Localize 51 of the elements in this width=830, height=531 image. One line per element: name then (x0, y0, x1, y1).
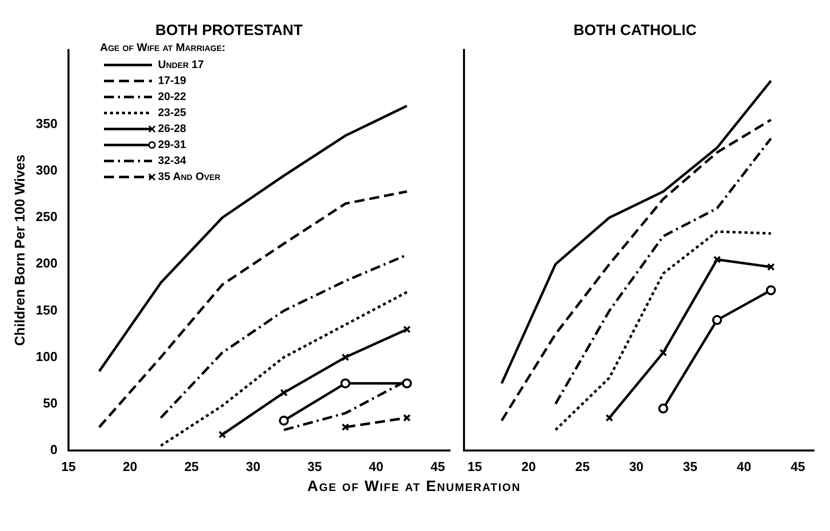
y-tick-label: 0 (50, 442, 58, 457)
chart-title: BOTH PROTESTANT (155, 22, 303, 40)
legend-label: 20-22 (158, 91, 186, 103)
x-tick-label: 15 (468, 458, 482, 474)
legend-title: Age of Wife at Marriage: (100, 42, 226, 54)
point (606, 414, 614, 422)
x-axis-title: Age of Wife at Enumeration (306, 478, 522, 495)
point (403, 414, 411, 422)
y-tick-label: 200 (36, 256, 58, 271)
x-tick-label: 35 (307, 458, 322, 474)
chart-title: BOTH CATHOLIC (573, 22, 697, 40)
x-tick-label: 40 (368, 458, 384, 474)
point (658, 404, 668, 414)
y-tick-label: 50 (43, 395, 58, 410)
point (766, 285, 776, 296)
x-tick-label: 40 (736, 458, 752, 474)
x-tick-label: 45 (430, 458, 445, 474)
x-tick-label: 20 (521, 458, 536, 474)
x-tick-label: 20 (122, 458, 138, 474)
x-tick-label: 15 (61, 458, 76, 474)
point (712, 315, 722, 326)
y-tick-label: 350 (36, 116, 58, 132)
legend-label: 32-34 (158, 155, 186, 167)
x-tick-label: 25 (184, 458, 199, 474)
legend-label: 26-28 (158, 123, 186, 135)
point (402, 378, 412, 388)
y-tick-label: 250 (36, 209, 58, 224)
legend-label: Under 17 (158, 59, 204, 71)
point (342, 353, 350, 362)
point (340, 378, 350, 388)
y-tick-label: 300 (36, 162, 58, 178)
legend-label: 17-19 (158, 75, 186, 87)
point (342, 423, 350, 431)
y-axis-title: Children Born Per 100 Wives (11, 154, 28, 346)
x-tick-label: 35 (682, 458, 698, 474)
point (218, 430, 226, 438)
y-tick-label: 100 (36, 348, 58, 364)
x-tick-label: 30 (246, 458, 260, 474)
legend-label: 35 And Over (158, 171, 220, 183)
legend-label: 29-31 (158, 139, 186, 151)
point (280, 388, 288, 396)
x-tick-label: 45 (790, 458, 806, 474)
line-series (98, 190, 408, 428)
x-tick-label: 30 (629, 458, 644, 474)
point (713, 256, 721, 264)
point (659, 348, 668, 356)
point (278, 416, 289, 426)
line-series (160, 290, 408, 447)
y-tick-label: 150 (36, 302, 58, 318)
legend-label: 23-25 (158, 107, 186, 119)
x-tick-label: 25 (575, 458, 590, 474)
